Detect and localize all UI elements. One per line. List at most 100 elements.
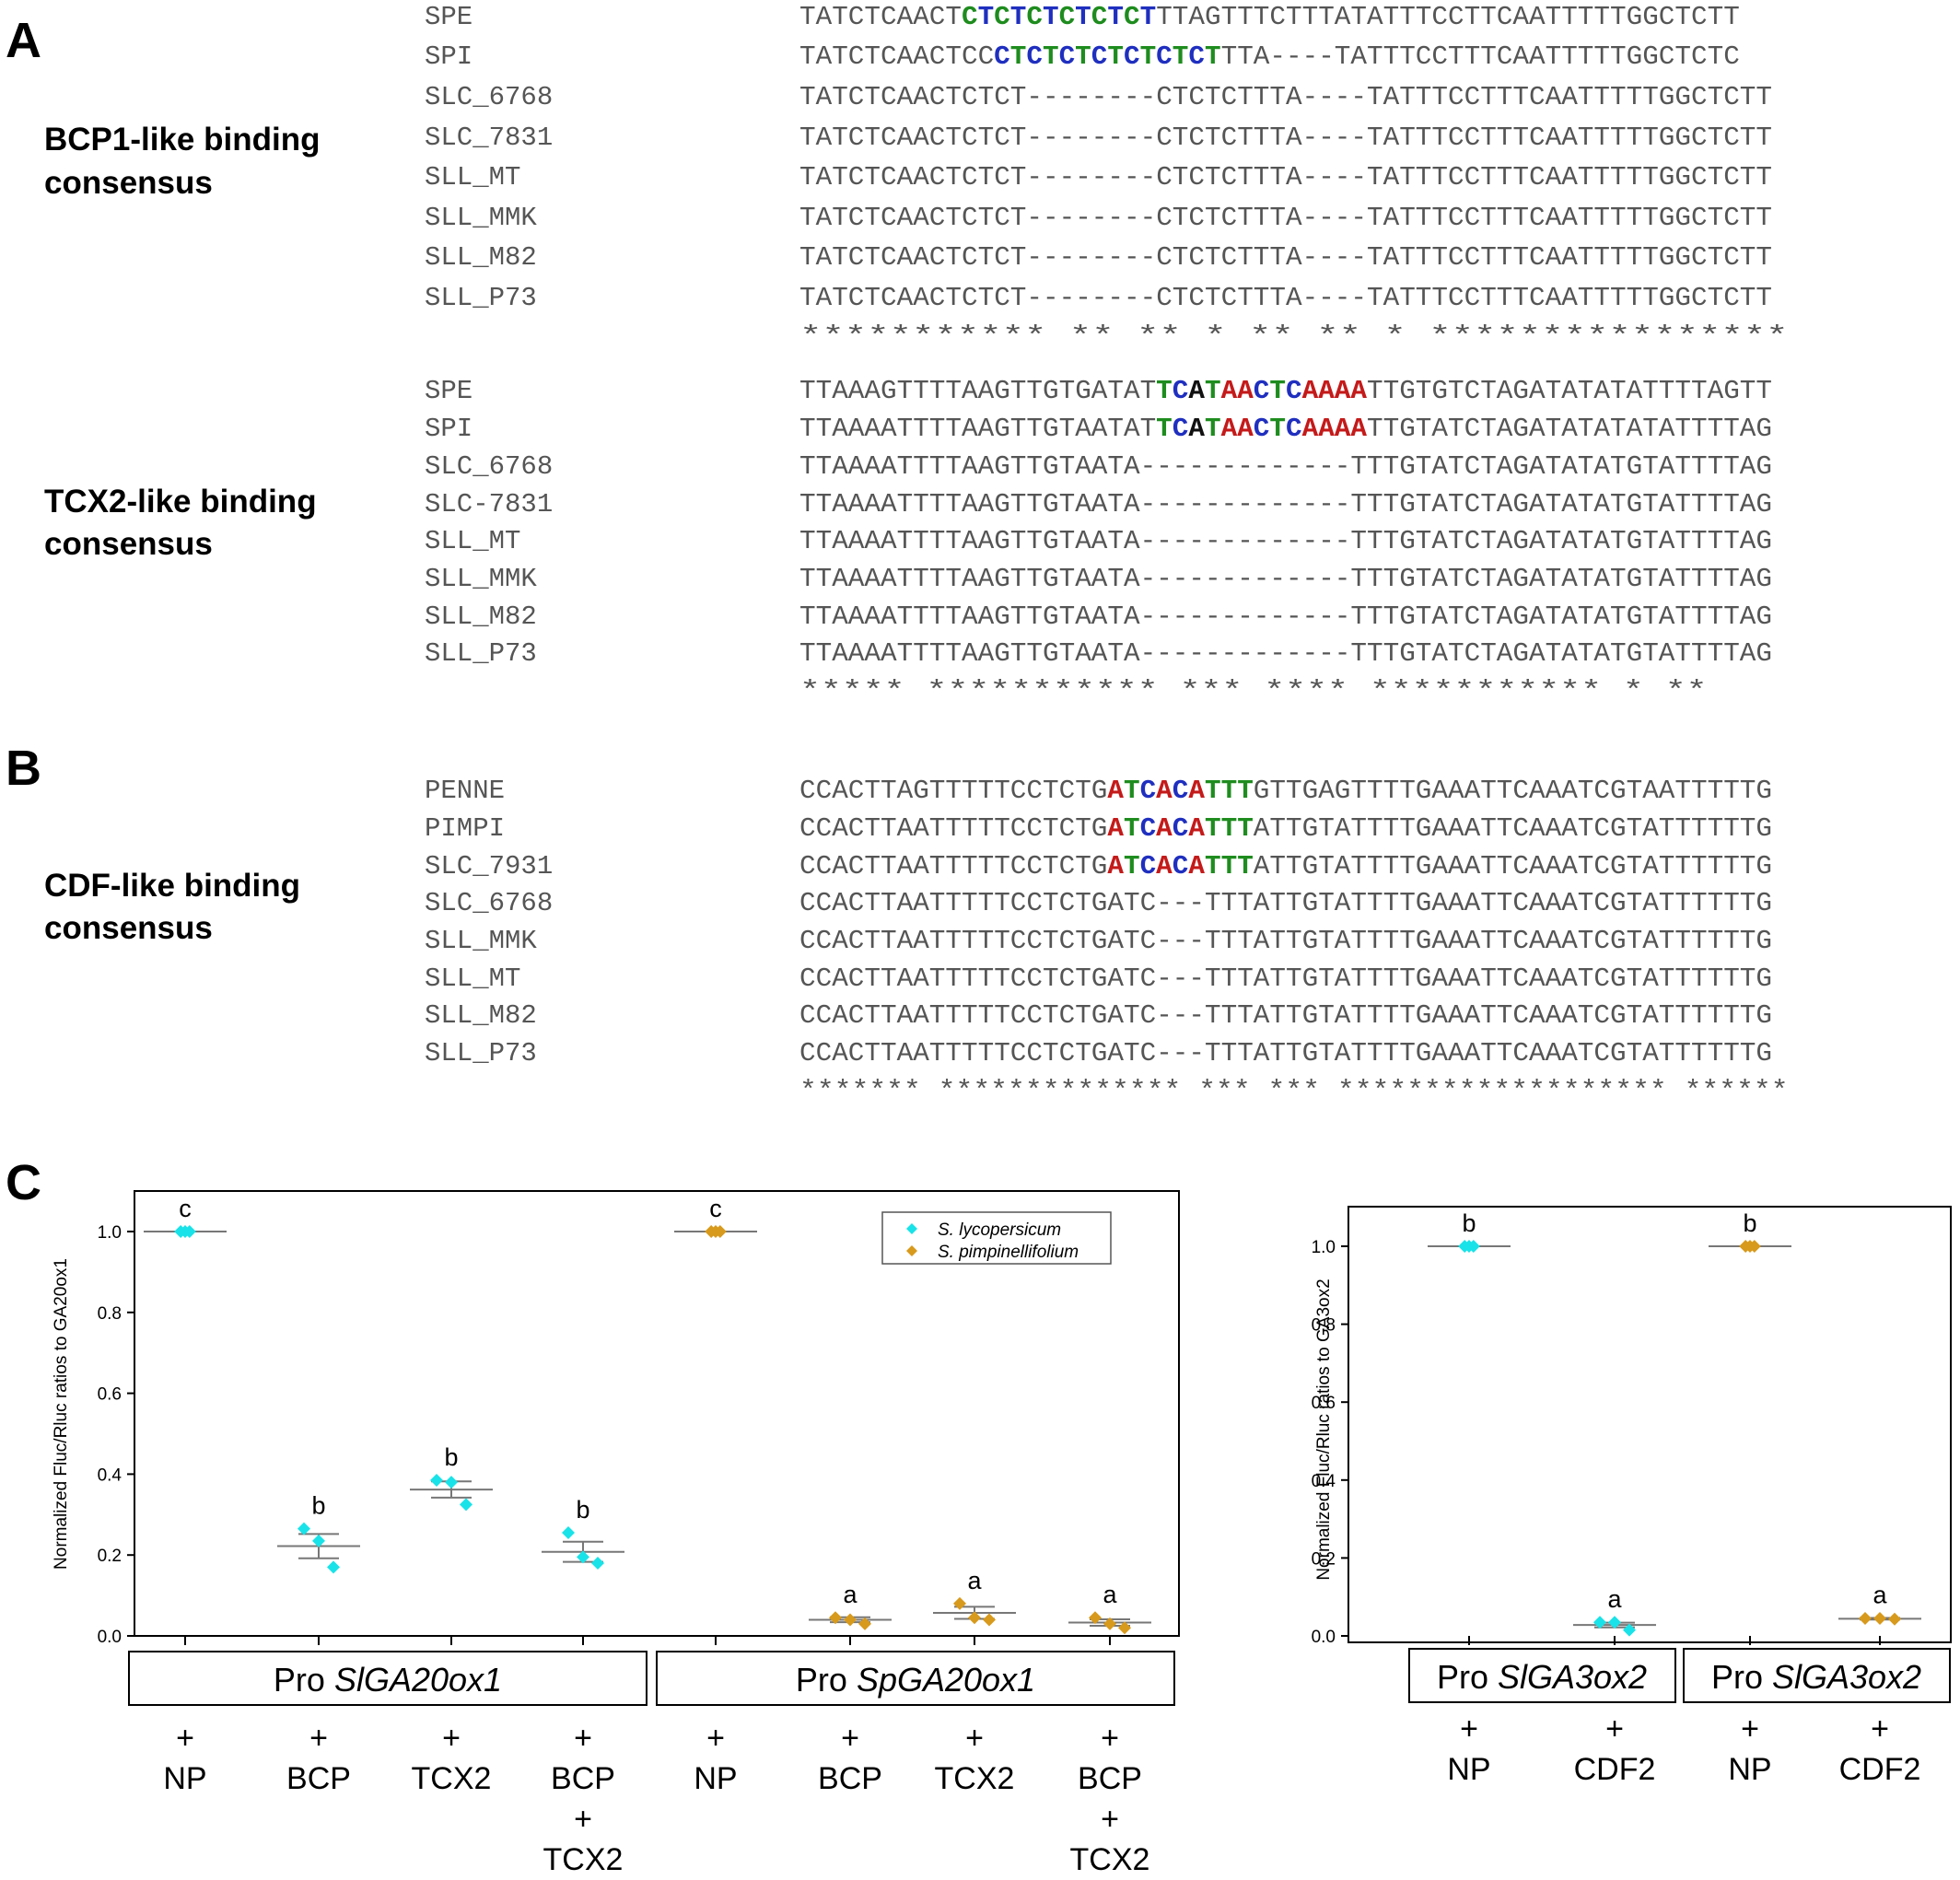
- data-point: [298, 1522, 310, 1536]
- motif-mask: [1188, 813, 1205, 841]
- significance-letter: a: [1872, 1582, 1887, 1609]
- motif-highlight: C: [1124, 2, 1140, 32]
- sequence-text: TTAAAATTTTAAGTTGTAATA-------------TTTGTA…: [799, 564, 1772, 594]
- motif-mask: [1124, 851, 1140, 879]
- motif-highlight: C: [1140, 776, 1157, 806]
- motif-highlight: T: [1010, 41, 1027, 72]
- sequence-name: SLL_MT: [425, 526, 520, 556]
- motif-mask: [1107, 851, 1124, 879]
- promoter-box-spga20ox1: [656, 1651, 1175, 1706]
- motif-mask: [1205, 776, 1254, 803]
- sequence-name: SLL_M82: [425, 601, 537, 632]
- motif-mask: [1205, 414, 1221, 441]
- treatment-label: +: [1460, 1711, 1478, 1746]
- sequence-text: TATCTCAACTCTCT--------CTCTCTTTA----TATTT…: [799, 283, 1772, 313]
- motif-highlight: C: [1172, 414, 1189, 444]
- treatment-label: +: [1101, 1721, 1119, 1756]
- motif-mask: [1172, 813, 1189, 841]
- motif-highlight: T: [1043, 41, 1059, 72]
- motif-mask: [1286, 414, 1302, 441]
- alignment-tcx2: SPETTAAAGTTTTAAGTTGTGATATTCATAACTCAAAATT…: [425, 376, 1772, 706]
- legend: S. lycopersicum S. pimpinellifolium: [881, 1211, 1112, 1265]
- data-point: [1089, 1611, 1102, 1625]
- motif-highlight: A: [1188, 851, 1205, 882]
- treatment-label: BCP: [818, 1761, 882, 1796]
- legend-label-pimpinellifolium: S. pimpinellifolium: [938, 1243, 1079, 1262]
- motif-highlight: T: [1075, 2, 1091, 32]
- sequence-name: SLL_MMK: [425, 926, 537, 956]
- sequence-text: CCACTTAATTTTTCCTCTGATC---TTTATTGTATTTTGA…: [799, 888, 1772, 918]
- treatment-label: +: [309, 1721, 328, 1756]
- conservation-stars: ***** *********** *** **** *********** *…: [799, 676, 1708, 706]
- chart-ga3ox2-marks: b a b a: [1428, 1209, 1921, 1637]
- motif-highlight: C: [1124, 41, 1140, 72]
- motif-mask: [1043, 41, 1059, 69]
- treatment-label: TCX2: [1070, 1842, 1150, 1877]
- data-point: [829, 1611, 842, 1625]
- treatment-label: TCX2: [935, 1761, 1015, 1796]
- motif-mask: [1107, 41, 1124, 69]
- motif-highlight: AAAA: [1302, 414, 1368, 444]
- sequence-name: SPI: [425, 414, 472, 444]
- treatment-label: +: [442, 1721, 461, 1756]
- motif-highlight: T: [978, 2, 995, 32]
- treatment-label: BCP: [1078, 1761, 1142, 1796]
- motif-mask: [1156, 776, 1172, 803]
- motif-highlight: C: [1172, 376, 1189, 406]
- legend-box: [881, 1211, 1112, 1265]
- legend-marker-lycopersicum: [906, 1223, 917, 1234]
- motif-mask: [1156, 376, 1172, 403]
- motif-highlight: T: [1124, 851, 1140, 882]
- data-point: [1593, 1616, 1606, 1629]
- motif-highlight: C: [1172, 851, 1189, 882]
- significance-letter: b: [1462, 1209, 1476, 1237]
- motif-mask: [1139, 776, 1157, 803]
- motif-mask: [1205, 376, 1221, 403]
- motif-mask: [1172, 41, 1189, 69]
- chart-ga20ox1-treatments: + NP + BCP + TCX2 + BCP + TCX2 + NP + BCP + TCX2 + BCP + TC…: [163, 1721, 1149, 1877]
- motif-highlight: C: [1286, 414, 1302, 444]
- sequence-text: TATCTCAACTCTCT--------CTCTCTTTA----TATTT…: [799, 203, 1772, 233]
- motif-mask: [1301, 376, 1367, 403]
- motif-highlight: A: [1156, 776, 1172, 806]
- motif-mask: [1091, 41, 1108, 69]
- motif-mask: [1139, 2, 1157, 29]
- motif-highlight: T: [1172, 41, 1189, 72]
- motif-mask: [1188, 851, 1205, 879]
- treatment-label: +: [176, 1721, 194, 1756]
- motif-mask: [1301, 414, 1367, 441]
- motif-mask: [1009, 41, 1027, 69]
- motif-mask: [1269, 414, 1286, 441]
- bcp1-label-line2: consensus: [44, 165, 213, 201]
- motif-highlight: C: [1091, 2, 1108, 32]
- motif-highlight: T: [1205, 41, 1221, 72]
- y-tick-label: 0.0: [98, 1628, 122, 1647]
- motif-mask: [1156, 813, 1172, 841]
- motif-mask: [1124, 813, 1140, 841]
- motif-mask: [1107, 776, 1124, 803]
- chart-ga20ox1-plot-area: [134, 1190, 1180, 1637]
- motif-highlight: A: [1156, 851, 1172, 882]
- motif-highlight: C: [1140, 813, 1157, 844]
- sequence-name: SLC_7831: [425, 123, 553, 153]
- sequence-text: TATCTCAACTCTCTCTCTCTCTTTAGTTTCTTTATATTTC…: [799, 2, 1740, 32]
- tcx2-label-line2: consensus: [44, 526, 213, 562]
- sequence-name: SLC_7931: [425, 851, 553, 882]
- alignment-cdf: PENNE CCACTTAGTTTTTCCTCTGATCACATTTGTTGAGT…: [425, 776, 1789, 1106]
- motif-highlight: C: [1059, 2, 1076, 32]
- data-point: [1608, 1616, 1621, 1629]
- motif-mask: [1172, 414, 1189, 441]
- alignment-bcp1: SPE TATCTCAACTCTCTCTCTCTCTTTAGTTTCTTTATAT…: [425, 2, 1789, 352]
- chart-ga3ox2-axis: 0.0 0.2 0.4 0.6 0.8 1.0: [1312, 1238, 1881, 1647]
- y-tick-label: 0.8: [98, 1304, 122, 1324]
- motif-highlight: AA: [1221, 376, 1254, 406]
- motif-highlight: T: [1269, 376, 1286, 406]
- sequence-name: SLC_6768: [425, 82, 553, 112]
- motif-mask: [1205, 813, 1254, 841]
- treatment-label: NP: [694, 1761, 737, 1796]
- cdf-label-line1: CDF-like binding: [44, 868, 300, 904]
- promoter-box-slga3ox2-1: [1408, 1648, 1676, 1703]
- treatment-label: CDF2: [1574, 1752, 1656, 1787]
- motif-highlight: A: [1188, 813, 1205, 844]
